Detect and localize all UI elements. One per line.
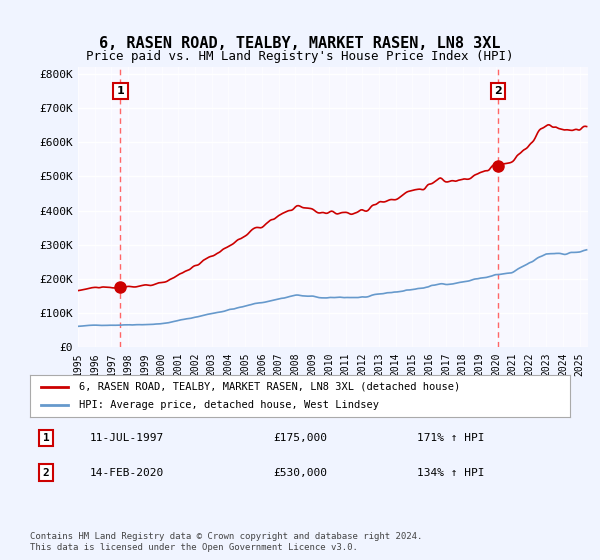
Text: 134% ↑ HPI: 134% ↑ HPI — [418, 468, 485, 478]
Text: £175,000: £175,000 — [273, 433, 327, 443]
Text: Price paid vs. HM Land Registry's House Price Index (HPI): Price paid vs. HM Land Registry's House … — [86, 50, 514, 63]
Text: 171% ↑ HPI: 171% ↑ HPI — [418, 433, 485, 443]
Text: 2: 2 — [43, 468, 50, 478]
Text: HPI: Average price, detached house, West Lindsey: HPI: Average price, detached house, West… — [79, 400, 379, 410]
Text: 6, RASEN ROAD, TEALBY, MARKET RASEN, LN8 3XL (detached house): 6, RASEN ROAD, TEALBY, MARKET RASEN, LN8… — [79, 382, 460, 392]
Text: £530,000: £530,000 — [273, 468, 327, 478]
Text: 1: 1 — [43, 433, 50, 443]
Text: 11-JUL-1997: 11-JUL-1997 — [90, 433, 164, 443]
Text: 6, RASEN ROAD, TEALBY, MARKET RASEN, LN8 3XL: 6, RASEN ROAD, TEALBY, MARKET RASEN, LN8… — [99, 36, 501, 52]
Text: 2: 2 — [494, 86, 502, 96]
Text: Contains HM Land Registry data © Crown copyright and database right 2024.
This d: Contains HM Land Registry data © Crown c… — [30, 532, 422, 552]
Text: 14-FEB-2020: 14-FEB-2020 — [90, 468, 164, 478]
Text: 1: 1 — [116, 86, 124, 96]
